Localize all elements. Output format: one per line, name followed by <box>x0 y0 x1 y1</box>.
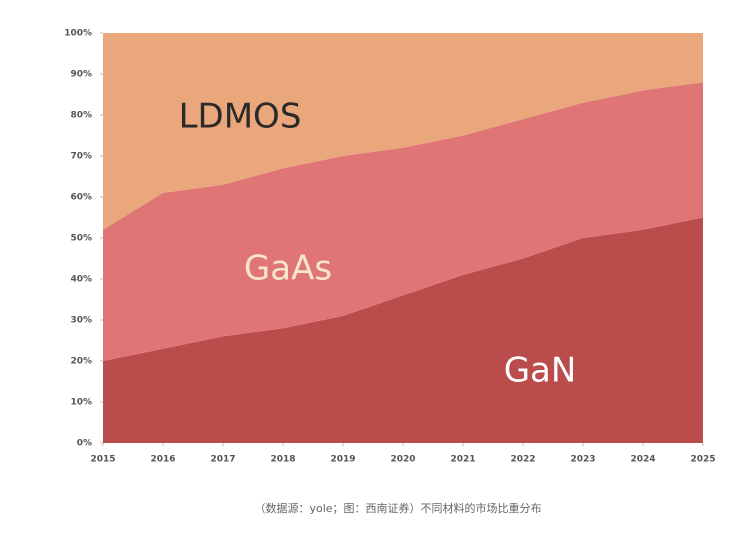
area <box>103 33 703 230</box>
x-tick-label: 2016 <box>150 455 175 465</box>
y-tick-label: 40% <box>70 275 92 285</box>
area <box>103 217 703 443</box>
x-tick-label: 2022 <box>510 455 535 465</box>
x-tick-label: 2020 <box>390 455 415 465</box>
x-tick-label: 2018 <box>270 455 295 465</box>
y-tick-label: 100% <box>64 29 92 39</box>
x-tick-label: 2015 <box>90 455 115 465</box>
x-tick-label: 2024 <box>630 455 655 465</box>
x-tick-label: 2023 <box>570 455 595 465</box>
y-tick-label: 50% <box>70 234 92 244</box>
x-tick-label: 2021 <box>450 455 475 465</box>
x-tick-label: 2019 <box>330 455 355 465</box>
y-tick-label: 70% <box>70 152 92 162</box>
caption: （数据源：yole；图：西南证券）不同材料的市场比重分布 <box>254 501 541 515</box>
x-tick-label: 2025 <box>690 455 715 465</box>
y-tick-label: 10% <box>70 398 92 408</box>
area <box>103 82 703 361</box>
y-tick-label: 30% <box>70 316 92 326</box>
y-tick-label: 90% <box>70 70 92 80</box>
series-label: GaAs <box>244 249 332 289</box>
x-tick-label: 2017 <box>210 455 235 465</box>
y-tick-label: 60% <box>70 193 92 203</box>
series-label: GaN <box>504 351 577 391</box>
series-label: LDMOS <box>179 97 302 137</box>
y-tick-label: 0% <box>77 439 92 449</box>
y-tick-label: 20% <box>70 357 92 367</box>
y-tick-label: 80% <box>70 111 92 121</box>
